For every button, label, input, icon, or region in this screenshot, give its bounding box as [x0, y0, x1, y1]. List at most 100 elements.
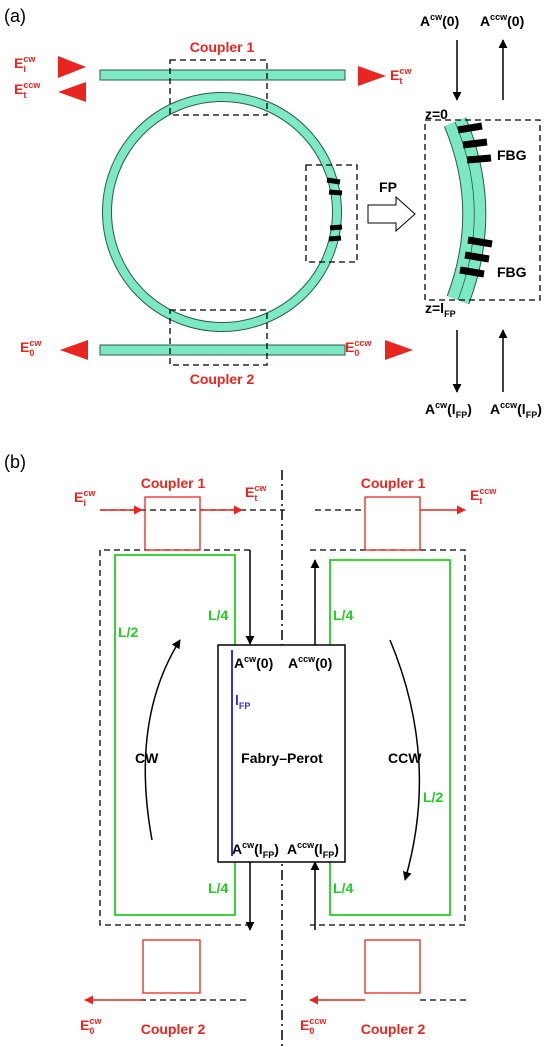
field-label: Eccw0	[300, 1016, 327, 1036]
subscript: FP	[239, 701, 251, 711]
subscript: 0	[29, 348, 34, 358]
subscript: t	[23, 90, 26, 100]
superscript: ccw	[490, 12, 508, 22]
text-part: )	[537, 401, 542, 417]
superscript: cw	[23, 54, 36, 64]
direction-label: CCW	[388, 750, 422, 766]
text-part: )	[467, 401, 472, 417]
coupler-label: Coupler 2	[141, 1021, 206, 1037]
text-part: (0)	[315, 655, 332, 671]
figure: (a) Coupler 1 Coupler 2 Ecwi Eccwt Ecwt …	[0, 0, 559, 1047]
subscript: FP	[444, 309, 456, 319]
text-part: A	[232, 841, 242, 857]
text-part: )	[334, 841, 339, 857]
text-part: A	[425, 401, 435, 417]
fbg-label: FBG	[497, 264, 527, 280]
subscript: t	[399, 76, 402, 86]
subscript: 0	[309, 1026, 314, 1036]
subscript: FP	[456, 410, 468, 420]
superscript: ccw	[297, 840, 315, 850]
subscript: FP	[323, 850, 335, 860]
superscript: ccw	[23, 80, 41, 90]
superscript: ccw	[500, 400, 518, 410]
text-part: (l	[447, 401, 456, 417]
length-label: L/4	[333, 607, 353, 623]
panel-label: (a)	[4, 6, 26, 26]
position-label: z=0	[425, 106, 448, 122]
text-part: E	[300, 1017, 309, 1033]
coupler-label: Coupler 1	[141, 475, 206, 491]
subscript: FP	[263, 850, 275, 860]
superscript: ccw	[354, 338, 372, 348]
superscript: cw	[399, 66, 412, 76]
text-part: )	[274, 841, 279, 857]
amplitude-label: Accw(lFP)	[490, 400, 542, 420]
fbg-label: FBG	[497, 147, 527, 163]
text-part: A	[420, 13, 430, 29]
text-part: (l	[254, 841, 263, 857]
fp-zoom	[455, 122, 492, 300]
length-label: L/2	[423, 789, 443, 805]
text-part: E	[14, 81, 23, 97]
superscript: cw	[83, 488, 96, 498]
subscript: 0	[89, 1026, 94, 1036]
text-part: E	[74, 489, 83, 505]
subscript: i	[83, 498, 86, 508]
superscript: ccw	[309, 1016, 327, 1026]
text-part: E	[470, 487, 479, 503]
text-part: E	[80, 1017, 89, 1033]
zoom-arrow	[368, 197, 415, 231]
amplitude-label: Acw(lFP)	[425, 400, 472, 420]
subscript: i	[23, 64, 26, 74]
panel-label: (b)	[4, 452, 26, 472]
superscript: ccw	[298, 654, 316, 664]
text-part: A	[234, 655, 244, 671]
text-part: (l	[517, 401, 526, 417]
subscript: t	[254, 493, 257, 503]
fp-title: Fabry–Perot	[241, 750, 323, 766]
text-part: (l	[314, 841, 323, 857]
text-part: (0)	[507, 13, 524, 29]
length-label: L/2	[118, 624, 138, 640]
text-part: (0)	[442, 13, 459, 29]
fp-label: FP	[379, 179, 397, 195]
text-part: A	[288, 655, 298, 671]
amplitude-label: Acw(0)	[420, 12, 459, 29]
position-label: z=lFP	[425, 300, 456, 319]
superscript: cw	[254, 483, 267, 493]
field-label: Ecwt	[245, 483, 267, 503]
superscript: cw	[29, 338, 42, 348]
coupler-label: Coupler 1	[361, 475, 426, 491]
text-part: A	[480, 13, 490, 29]
text-part: E	[20, 339, 29, 355]
direction-label: CW	[135, 750, 159, 766]
ring-resonator	[100, 70, 345, 355]
subscript: 0	[354, 348, 359, 358]
length-label: L/4	[208, 880, 228, 896]
subscript: t	[479, 496, 482, 506]
coupler-label: Coupler 2	[190, 371, 255, 387]
text-part: E	[390, 67, 399, 83]
length-label: L/4	[208, 607, 228, 623]
text-part: (0)	[256, 655, 273, 671]
superscript: cw	[89, 1016, 102, 1026]
text-part: A	[287, 841, 297, 857]
text-part: z=l	[425, 300, 444, 316]
text-part: E	[14, 55, 23, 71]
text-part: E	[345, 339, 354, 355]
coupler-label: Coupler 1	[190, 39, 255, 55]
coupler-label: Coupler 2	[361, 1021, 426, 1037]
text-part: A	[490, 401, 500, 417]
text-part: E	[245, 484, 254, 500]
amplitude-label: Accw(0)	[480, 12, 524, 29]
length-label: L/4	[333, 880, 353, 896]
subscript: FP	[526, 410, 538, 420]
